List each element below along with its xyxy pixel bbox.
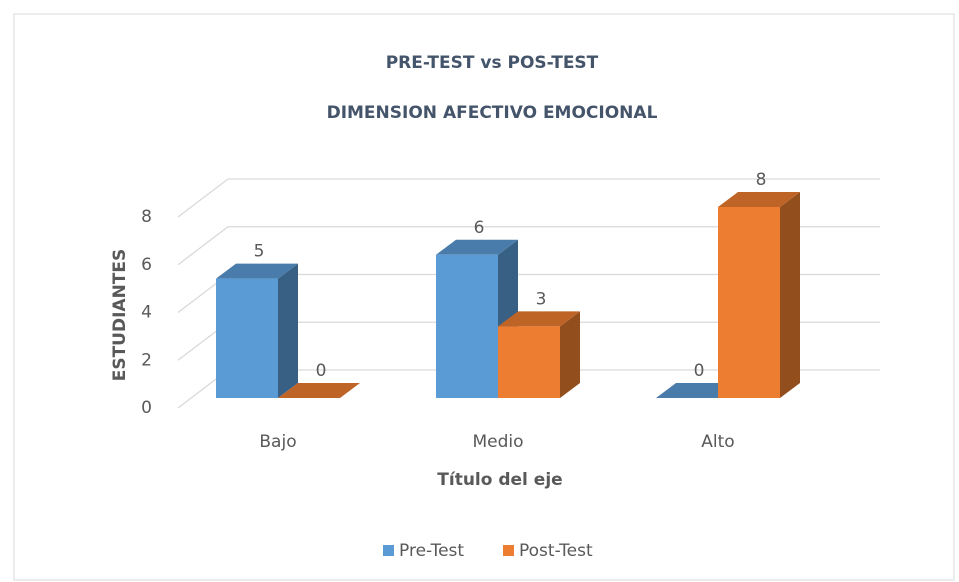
- data-label: 0: [694, 361, 705, 381]
- bar: [216, 278, 278, 398]
- bar-side: [278, 263, 298, 398]
- y-axis-label: ESTUDIANTES: [110, 249, 130, 382]
- bar-group: [498, 311, 580, 398]
- bar-top: [498, 311, 580, 327]
- legend-swatch: [503, 545, 514, 556]
- bar-group: [216, 263, 298, 398]
- bar-group: [656, 383, 738, 398]
- grid-line: [177, 178, 880, 218]
- bar-top: [656, 383, 738, 398]
- bar-group: [718, 192, 800, 398]
- data-label: 5: [254, 242, 265, 262]
- bar-group: [278, 383, 360, 398]
- data-label: 6: [474, 218, 485, 238]
- data-label: 0: [316, 361, 327, 381]
- bar-side: [780, 192, 800, 398]
- legend-label: Post-Test: [519, 541, 593, 561]
- bar-top: [216, 263, 298, 279]
- x-axis-label: Título del eje: [437, 470, 562, 490]
- y-tick-label: 4: [141, 303, 152, 323]
- y-tick-label: 8: [141, 207, 152, 227]
- bar-top: [278, 383, 360, 398]
- x-tick-label: Medio: [472, 432, 523, 452]
- bar-top: [718, 192, 800, 207]
- data-label: 3: [536, 289, 547, 309]
- bar: [436, 254, 498, 398]
- chart-title: DIMENSION AFECTIVO EMOCIONAL: [327, 103, 658, 123]
- y-tick-label: 0: [141, 398, 152, 418]
- y-tick-label: 2: [141, 350, 152, 370]
- legend-label: Pre-Test: [399, 541, 464, 561]
- bar-side: [560, 311, 580, 398]
- y-tick-label: 6: [141, 255, 152, 275]
- bar-top: [436, 239, 518, 255]
- x-tick-label: Alto: [701, 432, 734, 452]
- grid-line: [177, 226, 880, 266]
- chart-title: PRE-TEST vs POS-TEST: [386, 53, 599, 73]
- bar: [718, 207, 780, 398]
- x-tick-label: Bajo: [259, 432, 296, 452]
- data-label: 8: [756, 170, 767, 190]
- bar: [498, 326, 560, 398]
- legend-swatch: [383, 545, 394, 556]
